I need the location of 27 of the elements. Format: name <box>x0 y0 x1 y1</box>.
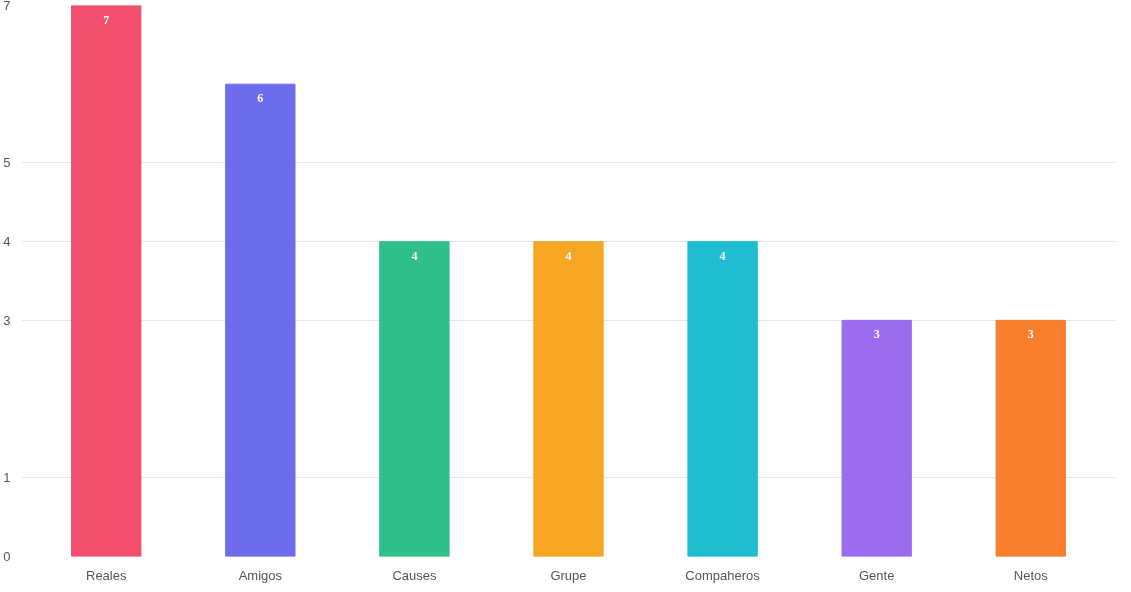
y-tick-label: 4 <box>3 234 11 250</box>
data-label: 3 <box>1027 327 1034 342</box>
x-tick-label: Amigos <box>238 567 283 583</box>
data-label: 7 <box>103 12 110 27</box>
bar <box>687 241 758 557</box>
data-label: 3 <box>873 327 880 342</box>
bar <box>379 241 450 557</box>
bar <box>225 83 296 557</box>
x-tick-label: Causes <box>392 567 437 583</box>
x-tick-label: Gente <box>858 567 895 583</box>
bar <box>71 5 142 557</box>
x-tick-label: Reales <box>86 567 127 583</box>
x-tick-label: Compaheros <box>685 567 761 583</box>
data-label: 4 <box>719 248 726 263</box>
data-label: 4 <box>411 248 418 263</box>
bar <box>995 319 1066 557</box>
bar <box>841 319 912 557</box>
data-label: 4 <box>565 248 572 263</box>
y-tick-label: 1 <box>3 470 11 486</box>
x-tick-label: Grupe <box>550 567 587 583</box>
y-tick-label: 0 <box>3 549 11 564</box>
bar <box>533 241 604 557</box>
x-tick-label: Netos <box>1013 567 1049 583</box>
data-label: 6 <box>257 91 264 106</box>
y-tick-label: 7 <box>3 0 11 13</box>
y-tick-label: 5 <box>3 155 11 171</box>
y-tick-label: 3 <box>3 312 11 328</box>
